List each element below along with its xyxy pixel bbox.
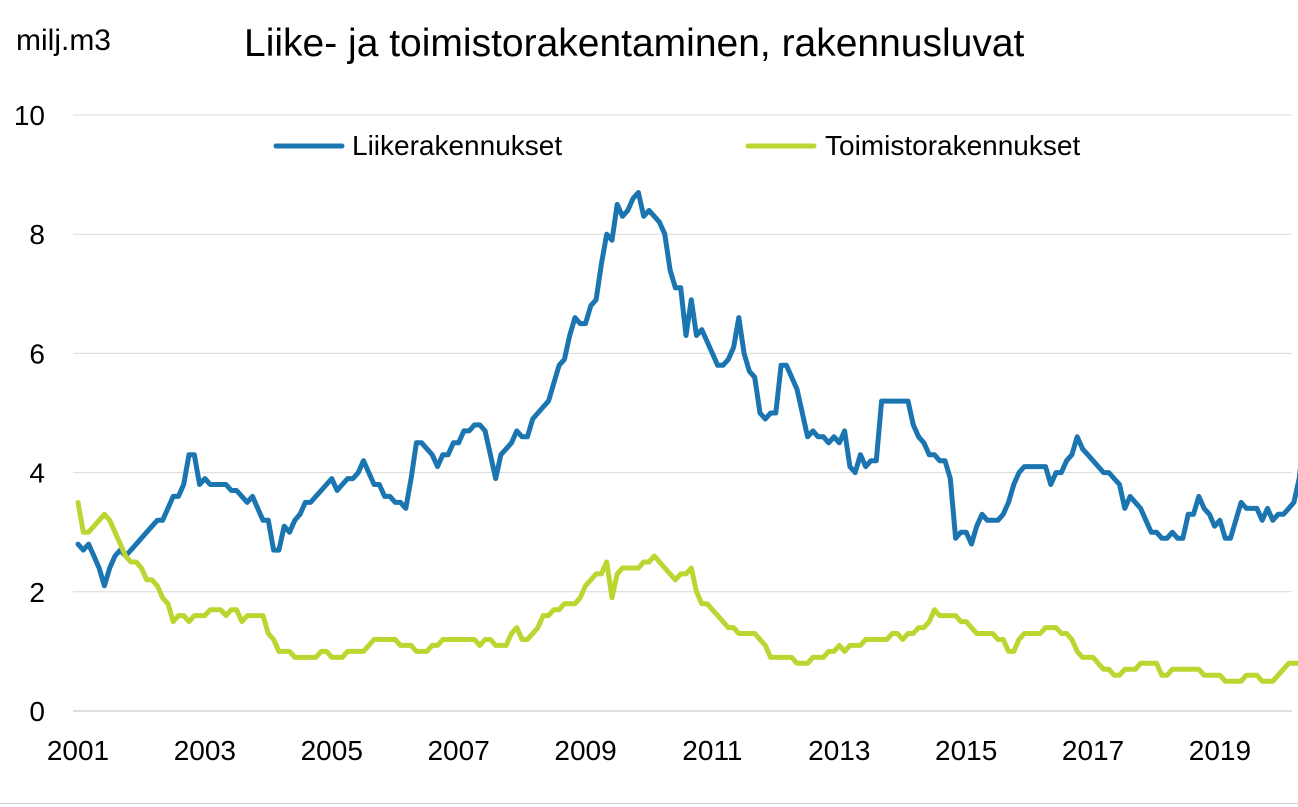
x-tick-label: 2009 — [554, 735, 616, 766]
y-tick-label: 0 — [29, 696, 45, 727]
y-tick-label: 6 — [29, 338, 45, 369]
x-tick-label: 2007 — [427, 735, 489, 766]
y-tick-label: 2 — [29, 577, 45, 608]
y-axis-unit-label: milj.m3 — [16, 24, 111, 57]
x-tick-label: 2013 — [808, 735, 870, 766]
series-lines — [75, 190, 1298, 684]
y-tick-label: 8 — [29, 219, 45, 250]
series-line-liikerakennukset — [75, 190, 1298, 589]
series-line-toimistorakennukset — [75, 499, 1298, 684]
x-tick-label: 2017 — [1062, 735, 1124, 766]
y-tick-label: 4 — [29, 458, 45, 489]
x-tick-label: 2015 — [935, 735, 997, 766]
legend-label: Toimistorakennukset — [825, 130, 1080, 161]
legend-label: Liikerakennukset — [352, 130, 562, 161]
x-tick-label: 2001 — [47, 735, 109, 766]
bottom-divider — [0, 803, 1298, 804]
x-tick-label: 2005 — [301, 735, 363, 766]
y-tick-label: 10 — [14, 100, 45, 131]
chart-title: Liike- ja toimistorakentaminen, rakennus… — [244, 22, 1025, 65]
x-tick-label: 2003 — [174, 735, 236, 766]
legend: Liikerakennukset Toimistorakennukset — [273, 130, 1080, 161]
x-tick-label: 2011 — [682, 735, 742, 766]
y-axis-ticks: 0 2 4 6 8 10 — [14, 100, 45, 727]
gridlines — [73, 114, 1292, 712]
x-tick-label: 2019 — [1189, 735, 1251, 766]
x-axis-ticks: 2001 2003 2005 2007 2009 2011 2013 2015 2017 2019 — [47, 735, 1251, 766]
